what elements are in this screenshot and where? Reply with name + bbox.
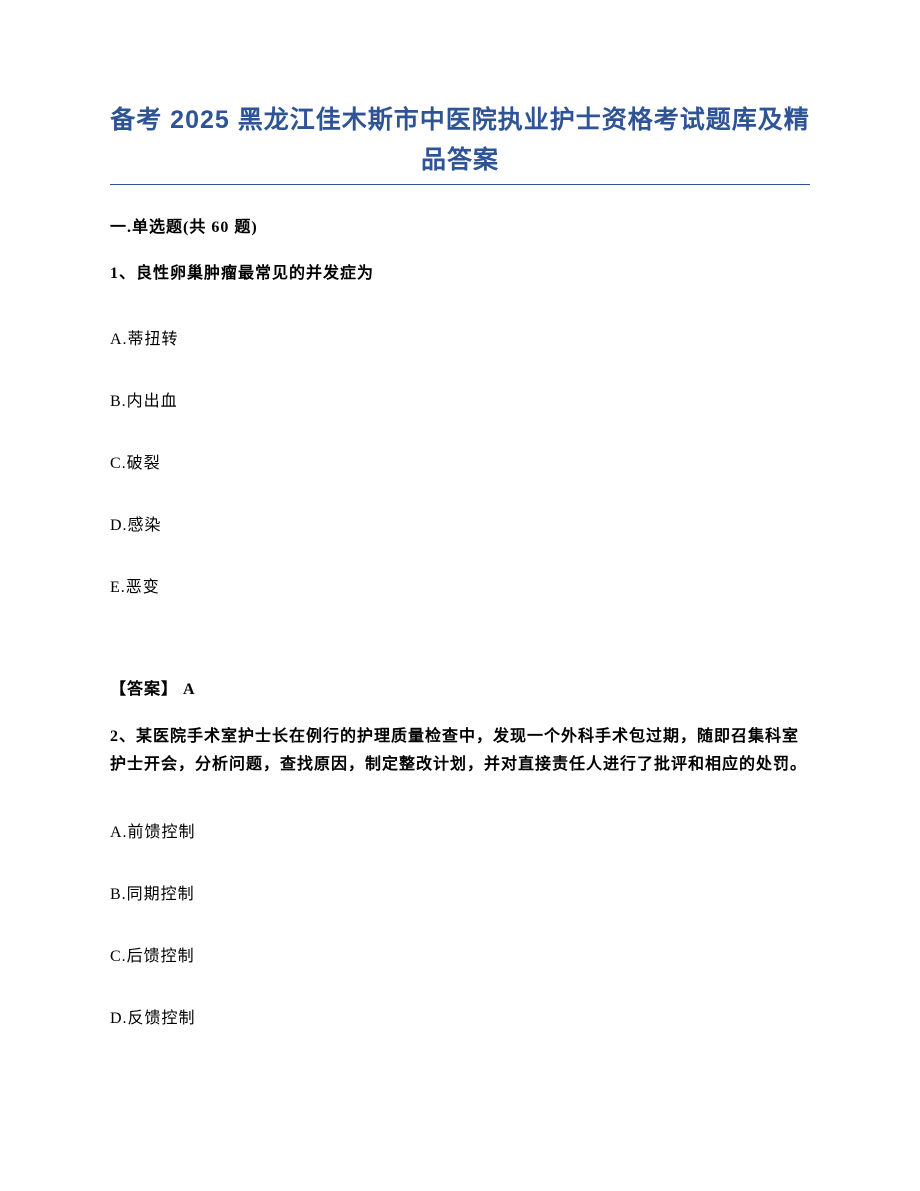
question-1-option-e: E.恶变 bbox=[110, 573, 810, 597]
question-2-option-d: D.反馈控制 bbox=[110, 1004, 810, 1028]
question-1-option-a: A.蒂扭转 bbox=[110, 325, 810, 349]
question-1-text: 1、良性卵巢肿瘤最常见的并发症为 bbox=[110, 261, 810, 287]
question-2-option-b: B.同期控制 bbox=[110, 880, 810, 904]
question-1-answer: 【答案】 A bbox=[110, 675, 810, 699]
question-2-option-a: A.前馈控制 bbox=[110, 818, 810, 842]
question-1-option-c: C.破裂 bbox=[110, 449, 810, 473]
question-2-text: 2、某医院手术室护士长在例行的护理质量检查中，发现一个外科手术包过期，随即召集科… bbox=[110, 723, 810, 781]
question-2-option-c: C.后馈控制 bbox=[110, 942, 810, 966]
document-title: 备考 2025 黑龙江佳木斯市中医院执业护士资格考试题库及精品答案 bbox=[110, 100, 810, 180]
question-1-option-b: B.内出血 bbox=[110, 387, 810, 411]
question-1-option-d: D.感染 bbox=[110, 511, 810, 535]
title-underline bbox=[110, 184, 810, 185]
section-header: 一.单选题(共 60 题) bbox=[110, 213, 810, 237]
